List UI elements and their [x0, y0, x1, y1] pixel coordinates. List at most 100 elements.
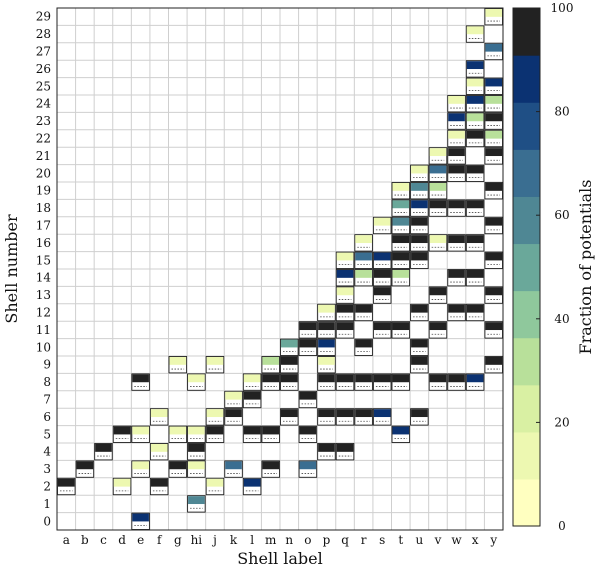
colorbar-tick-label: 60: [554, 208, 569, 222]
heatmap-cell: [168, 460, 188, 478]
colorbar: [512, 7, 541, 527]
heatmap-cell: [410, 251, 429, 269]
heatmap-cell: [465, 269, 485, 287]
cell-color: [411, 357, 428, 365]
cell-color: [132, 513, 149, 522]
cell-color: [373, 409, 391, 418]
cell-color: [485, 148, 502, 157]
heatmap-cell: [410, 356, 429, 374]
cell-color: [318, 357, 335, 365]
heatmap-cell: [484, 8, 503, 26]
cell-color: [281, 409, 298, 418]
y-tick-label: 18: [36, 201, 51, 215]
x-tick-label: p: [323, 533, 331, 547]
heatmap-cell: [205, 408, 225, 426]
x-tick-label: l: [250, 533, 254, 547]
cell-color: [448, 96, 465, 104]
colorbar-segment: [513, 149, 540, 197]
heatmap-cell: [391, 373, 411, 391]
colorbar-title: Fraction of potentials: [576, 180, 595, 355]
heatmap-cell: [354, 373, 373, 391]
cell-color: [373, 217, 391, 226]
cell-color: [392, 183, 410, 191]
cell-color: [299, 391, 317, 400]
heatmap-cell: [242, 373, 262, 391]
heatmap-cell: [484, 356, 503, 374]
heatmap-cell: [391, 269, 411, 287]
cell-color: [466, 165, 484, 174]
plot-frame: [56, 7, 504, 531]
y-tick-label: 12: [36, 306, 51, 320]
cell-color: [392, 270, 410, 278]
y-tick-label: 5: [43, 427, 51, 441]
y-tick-label: 10: [36, 340, 51, 354]
heatmap-cell: [224, 390, 243, 409]
cell-color: [150, 478, 168, 487]
cell-color: [429, 322, 447, 331]
colorbar-segment: [513, 384, 540, 433]
x-tick-label: f: [157, 533, 163, 547]
x-tick-label: y: [489, 533, 497, 547]
cell-color: [448, 113, 465, 122]
cell-color: [150, 444, 168, 452]
heatmap-cell: [391, 251, 411, 269]
cell-color: [429, 165, 447, 174]
x-tick-label: t: [398, 533, 403, 547]
cell-color: [355, 270, 372, 278]
heatmap-cell: [372, 321, 392, 339]
heatmap-cell: [391, 234, 411, 252]
y-tick-label: 15: [36, 253, 51, 267]
x-tick-label: m: [265, 533, 277, 547]
heatmap-cell: [149, 408, 169, 426]
y-axis-title: Shell number: [2, 214, 21, 324]
cell-color: [466, 270, 484, 278]
cell-color: [448, 130, 465, 139]
heatmap-cell: [280, 373, 299, 391]
heatmap-cell: [428, 373, 448, 391]
cells-layer: [57, 8, 503, 530]
heatmap-cell: [131, 373, 150, 391]
x-tick-label: a: [63, 533, 70, 547]
cell-color: [318, 409, 335, 418]
cell-color: [299, 461, 317, 470]
heatmap-cell: [410, 234, 429, 252]
heatmap-cell: [391, 216, 411, 235]
cell-color: [336, 270, 354, 278]
cell-color: [466, 235, 484, 244]
colorbar-segment: [513, 55, 540, 103]
cell-color: [411, 339, 428, 348]
cell-color: [336, 287, 354, 296]
heatmap-cell: [354, 269, 373, 287]
x-axis-title: Shell label: [237, 549, 323, 568]
cell-color: [169, 426, 187, 435]
cell-color: [132, 374, 149, 383]
heatmap-cell: [261, 373, 280, 391]
heatmap-cell: [298, 338, 318, 356]
heatmap-cell: [317, 408, 336, 426]
colorbar-tick-labels: 0 20 40 60 80 100: [536, 1, 573, 533]
colorbar-frame: [512, 7, 541, 527]
heatmap-cell: [465, 60, 485, 78]
cell-color: [206, 478, 224, 487]
cell-color: [411, 235, 428, 244]
y-tick-label: 22: [36, 132, 51, 146]
heatmap-cell: [205, 356, 225, 374]
colorbar-segment: [513, 8, 540, 56]
cell-color: [262, 426, 279, 435]
cell-color: [336, 444, 354, 452]
cell-color: [485, 217, 502, 226]
heatmap-cell: [484, 77, 503, 95]
heatmap-cell: [465, 303, 485, 322]
cell-color: [485, 96, 502, 104]
heatmap-cell: [261, 425, 280, 443]
x-tick-labels: a b c d e f g hi j k l m n o p q r s t u v w x y: [63, 533, 498, 547]
heatmap-cell: [465, 95, 485, 113]
heatmap-cell: [447, 303, 466, 322]
y-tick-label: 27: [36, 45, 51, 59]
heatmap-cell: [317, 356, 336, 374]
heatmap-cell: [447, 95, 466, 113]
y-tick-label: 20: [36, 166, 51, 180]
cell-color: [448, 200, 465, 209]
x-tick-label: v: [434, 533, 442, 547]
x-tick-label: r: [361, 533, 367, 547]
